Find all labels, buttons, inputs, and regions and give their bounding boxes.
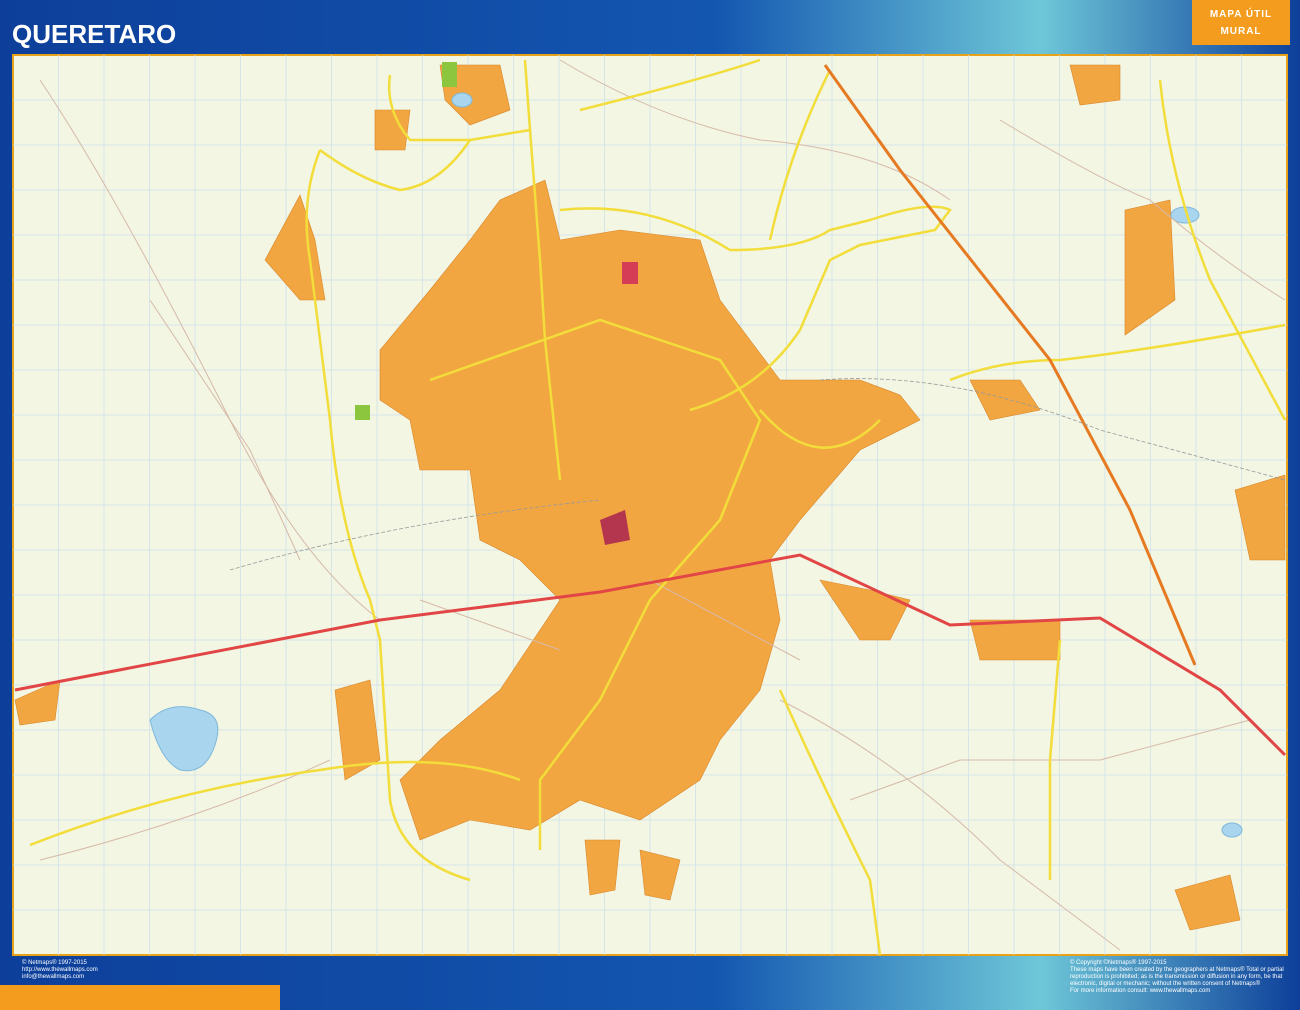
parks — [355, 62, 638, 545]
footer-right: For more information consult: www.thewal… — [1070, 988, 1210, 994]
highways — [14, 64, 1287, 757]
minor-roads — [39, 59, 1286, 951]
badge-line: MAPA ÚTIL — [1210, 7, 1272, 20]
footer-left: http://www.thewallmaps.com — [22, 967, 98, 973]
railways — [229, 378, 1286, 571]
map-title: QUERETARO — [12, 19, 176, 49]
footer-right: reproduction is prohibited; as is the tr… — [1070, 974, 1283, 980]
footer-left: © Netmaps® 1997-2015 — [22, 959, 88, 966]
urban-areas — [14, 64, 1286, 931]
main-roads — [29, 58, 1287, 956]
landmark — [622, 262, 638, 284]
badge — [1192, 0, 1290, 45]
footer-right: These maps have been created by the geog… — [1070, 966, 1284, 973]
footer-stripe — [0, 985, 280, 1010]
badge-line: MURAL — [1220, 26, 1261, 37]
footer-right: electronic, digital or mechanic; without… — [1070, 980, 1261, 987]
footer-right: © Copyright ©Netmaps® 1997-2015 — [1070, 959, 1167, 966]
park — [442, 62, 457, 87]
center — [600, 510, 630, 545]
footer-left: info@thewallmaps.com — [22, 974, 84, 980]
park — [355, 405, 370, 420]
